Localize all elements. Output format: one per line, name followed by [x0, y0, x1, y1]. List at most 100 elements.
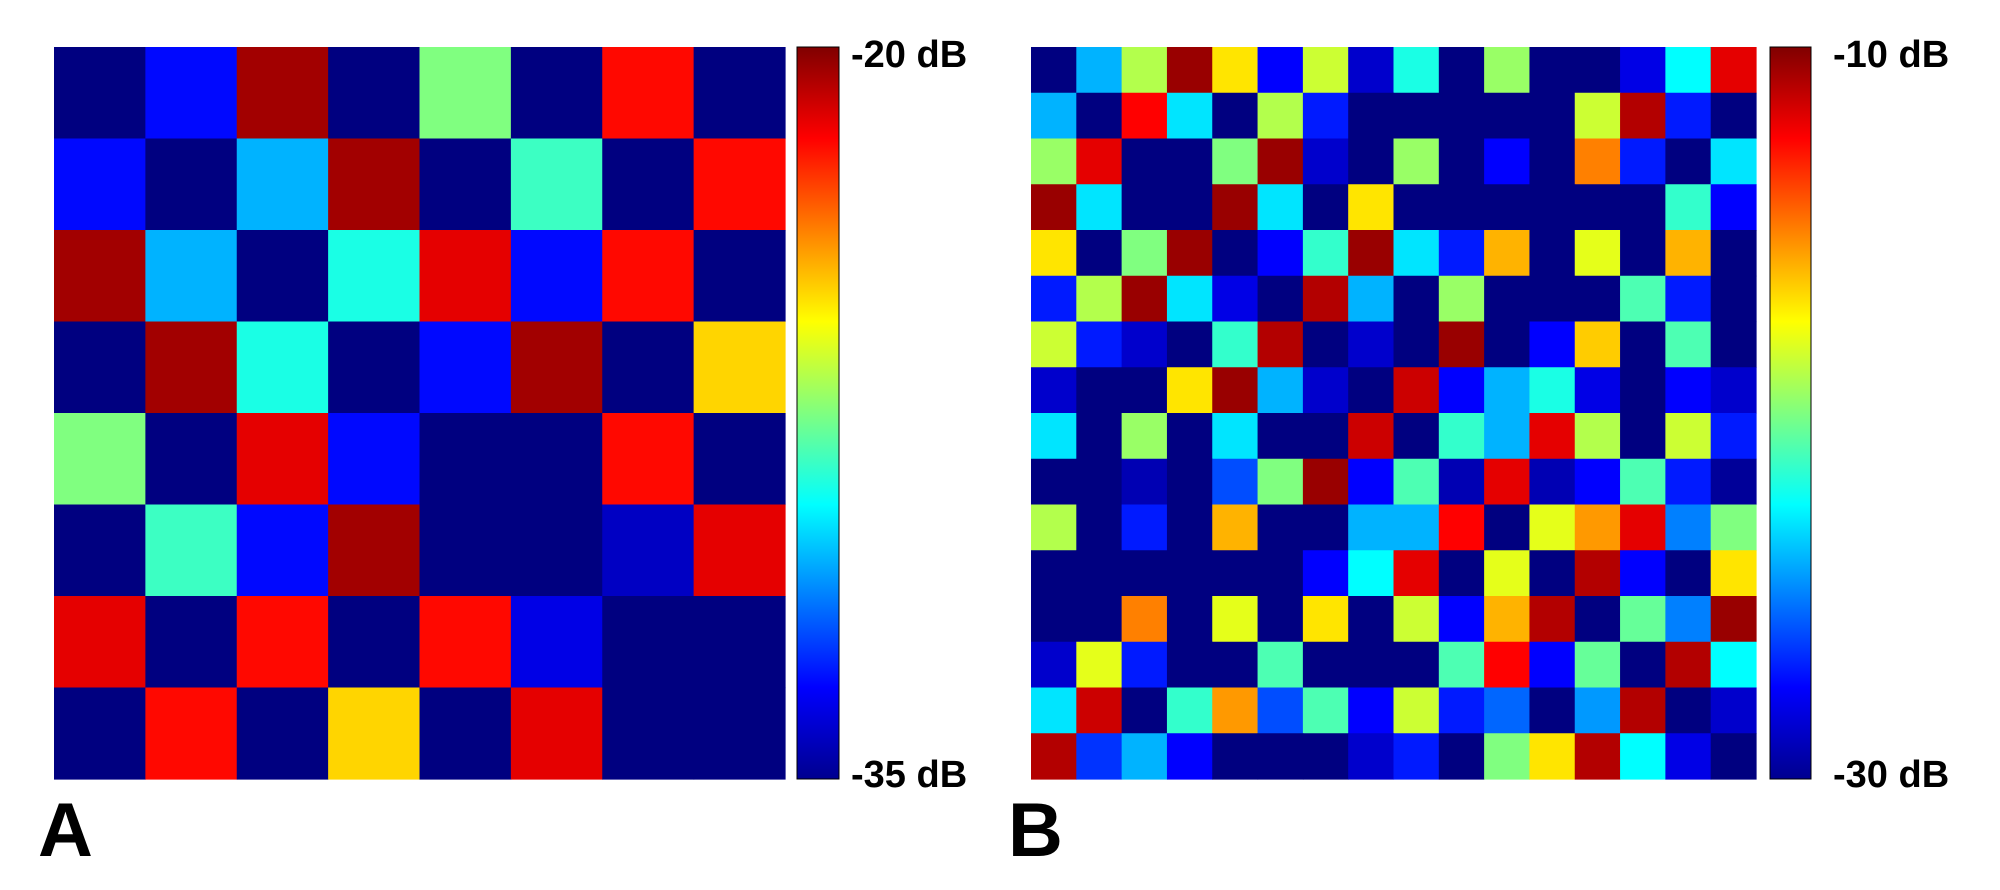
heatmap-cell [328, 230, 421, 323]
heatmap-cell [1121, 367, 1168, 414]
heatmap-cell [1574, 596, 1621, 643]
heatmap-cell [1710, 321, 1757, 368]
heatmap-cell [693, 321, 786, 414]
heatmap-cell [1302, 230, 1349, 277]
heatmap-cell [1076, 275, 1123, 323]
heatmap-cell [1348, 413, 1395, 460]
heatmap-cell [1166, 641, 1213, 689]
heatmap-cell [1484, 641, 1531, 689]
heatmap-cell [1302, 367, 1349, 414]
heatmap-cell [1710, 138, 1757, 185]
heatmap-cell [1212, 230, 1259, 277]
heatmap-cell [419, 138, 512, 231]
heatmap-cell [54, 321, 146, 414]
heatmap-cell [1438, 184, 1485, 231]
heatmap-cell [1574, 367, 1621, 414]
heatmap-cell [1710, 596, 1757, 643]
heatmap-cell [1302, 184, 1349, 231]
heatmap-cell [1121, 184, 1168, 231]
colorbar [796, 46, 840, 780]
heatmap-cell [1121, 230, 1168, 277]
heatmap-cell [1484, 138, 1531, 185]
heatmap-cell [145, 321, 238, 414]
heatmap-cell [1166, 230, 1213, 277]
heatmap-cell [1620, 184, 1666, 231]
heatmap-cell [1665, 641, 1712, 689]
heatmap-cell [419, 504, 512, 597]
panel-label: B [1008, 788, 1063, 873]
heatmap-cell [1257, 184, 1304, 231]
heatmap-cell [602, 230, 695, 323]
heatmap-cell [1710, 504, 1757, 551]
heatmap-cell [1257, 47, 1304, 94]
heatmap-cell [1393, 550, 1440, 597]
heatmap-cell [1484, 687, 1531, 734]
heatmap-cell [1031, 550, 1077, 597]
heatmap-cell [693, 413, 786, 506]
heatmap-cell [1031, 138, 1077, 185]
heatmap-cell [602, 138, 695, 231]
heatmap-cell [1166, 321, 1213, 368]
heatmap-cell [1438, 47, 1485, 94]
heatmap-cell [1620, 596, 1666, 643]
heatmap-cell [1665, 596, 1712, 643]
heatmap-cell [1393, 367, 1440, 414]
heatmap-cell [1257, 230, 1304, 277]
heatmap-cell [1257, 92, 1304, 140]
heatmap-cell [1031, 184, 1077, 231]
heatmap-cell [1076, 413, 1123, 460]
heatmap-cell [1710, 184, 1757, 231]
heatmap-cell [328, 596, 421, 689]
heatmap-cell [510, 504, 603, 597]
heatmap-cell [1166, 550, 1213, 597]
heatmap-cell [1620, 687, 1666, 734]
heatmap-cell [1031, 458, 1077, 506]
heatmap-cell [1529, 550, 1576, 597]
heatmap-cell [54, 230, 146, 323]
heatmap-cell [1257, 275, 1304, 323]
colorbar-tick-label: -10 dB [1833, 34, 1949, 76]
heatmap-cell [1665, 47, 1712, 94]
heatmap-cell [1257, 458, 1304, 506]
heatmap-cell [1166, 733, 1213, 780]
heatmap-cell [1121, 275, 1168, 323]
heatmap-cell [1031, 687, 1077, 734]
heatmap-cell [1438, 367, 1485, 414]
heatmap-cell [1665, 458, 1712, 506]
heatmap-cell [1438, 733, 1485, 780]
heatmap-cell [1302, 504, 1349, 551]
heatmap-cell [1620, 733, 1666, 780]
heatmap-cell [1393, 413, 1440, 460]
heatmap-cell [1166, 275, 1213, 323]
heatmap-cell [1620, 458, 1666, 506]
heatmap-cell [1212, 367, 1259, 414]
heatmap-cell [1574, 504, 1621, 551]
heatmap-cell [1484, 230, 1531, 277]
heatmap-cell [1438, 458, 1485, 506]
heatmap-cell [693, 230, 786, 323]
heatmap-cell [1529, 458, 1576, 506]
heatmap-cell [1620, 47, 1666, 94]
heatmap-cell [602, 504, 695, 597]
heatmap-cell [1212, 92, 1259, 140]
heatmap-cell [1212, 641, 1259, 689]
heatmap-cell [54, 413, 146, 506]
heatmap-cell [145, 413, 238, 506]
heatmap-cell [1031, 230, 1077, 277]
heatmap-cell [1393, 504, 1440, 551]
heatmap-cell [1529, 230, 1576, 277]
heatmap-cell [1484, 458, 1531, 506]
heatmap-cell [1348, 733, 1395, 780]
heatmap-cell [1484, 184, 1531, 231]
heatmap-cell [1302, 47, 1349, 94]
heatmap-cell [145, 138, 238, 231]
heatmap-cell [1257, 596, 1304, 643]
heatmap-cell [1076, 596, 1123, 643]
heatmap-cell [1121, 504, 1168, 551]
heatmap-cell [1574, 458, 1621, 506]
heatmap-cell [1665, 367, 1712, 414]
heatmap-cell [1302, 596, 1349, 643]
heatmap-cell [1710, 458, 1757, 506]
heatmap-cell [1393, 458, 1440, 506]
